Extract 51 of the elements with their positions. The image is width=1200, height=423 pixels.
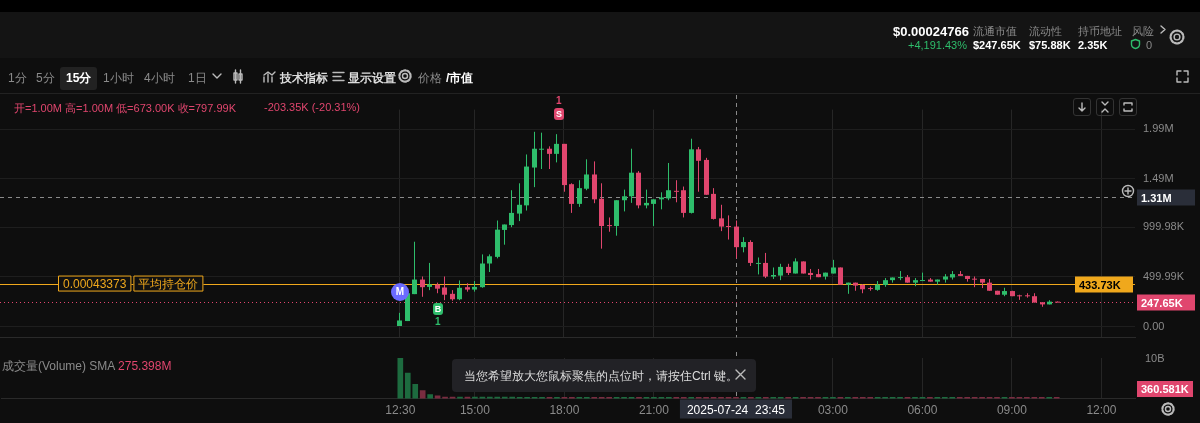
ref-line-label: 247.65K	[1141, 296, 1183, 309]
ref-line-label: 433.73K	[1079, 278, 1121, 291]
x-tick-label: 15:00	[459, 403, 491, 418]
x-tick-label: 18:00	[549, 403, 580, 418]
annotation: -203.35K (-20.31%)	[264, 101, 360, 113]
annotation: S	[554, 108, 564, 120]
y-tick-label: 0.00	[1143, 319, 1165, 332]
text: 流动性	[1029, 24, 1062, 39]
x-tick-label: 2025-07-24 23:45	[686, 403, 786, 418]
annotation: 275.398M	[118, 359, 172, 373]
ref-line-label: 1.31M	[1141, 191, 1172, 204]
x-tick-label: 06:00	[907, 403, 938, 418]
text: 风险	[1132, 24, 1154, 39]
text: 4小时	[144, 70, 175, 87]
text: 1	[556, 95, 562, 106]
annotation: 成交量(Volume) SMA	[2, 359, 115, 373]
text: 1日	[188, 70, 207, 87]
annotation: 当您希望放大您鼠标聚焦的点位时，请按住Ctrl 键。	[464, 369, 738, 383]
text: 1小时	[103, 70, 134, 87]
annotation: 开=1.00M 高=1.00M 低=673.00K 收=797.99K	[14, 101, 236, 116]
text: 360.581K	[1137, 381, 1193, 397]
text: 流通市值	[973, 24, 1017, 39]
text: 0	[1146, 39, 1153, 51]
text: $247.65K	[973, 39, 1021, 51]
annotation: 0.00043373	[63, 276, 127, 291]
text: 持币地址	[1078, 24, 1122, 39]
text: 15分	[60, 67, 98, 90]
text: $75.88K	[1029, 39, 1071, 51]
y-tick-label: 1.99M	[1143, 122, 1174, 135]
y-tick-label: 499.99K	[1143, 270, 1185, 283]
text: 技术指标	[280, 70, 328, 87]
text: 2.35K	[1078, 39, 1108, 51]
text: 1分	[8, 70, 27, 87]
text: /市值	[446, 70, 474, 87]
y-tick-label: 999.98K	[1143, 220, 1185, 233]
x-tick-label: 12:00	[1086, 403, 1117, 418]
annotation: M	[391, 283, 409, 301]
text: +4,191.43%	[908, 39, 968, 51]
annotation: 平均持仓价	[138, 276, 199, 291]
annotation: B	[433, 303, 443, 315]
text: 价格	[418, 70, 442, 87]
text: 5分	[36, 70, 55, 87]
text: 10B	[1145, 352, 1165, 364]
annotation: 1	[435, 316, 441, 327]
text: 显示设置	[348, 70, 396, 87]
x-tick-label: 21:00	[638, 403, 670, 418]
y-tick-label: 1.49M	[1143, 171, 1174, 184]
text: $0.00024766	[893, 24, 969, 39]
x-tick-label: 09:00	[996, 403, 1028, 418]
x-tick-label: 03:00	[817, 403, 849, 418]
x-tick-label: 12:30	[385, 403, 416, 418]
